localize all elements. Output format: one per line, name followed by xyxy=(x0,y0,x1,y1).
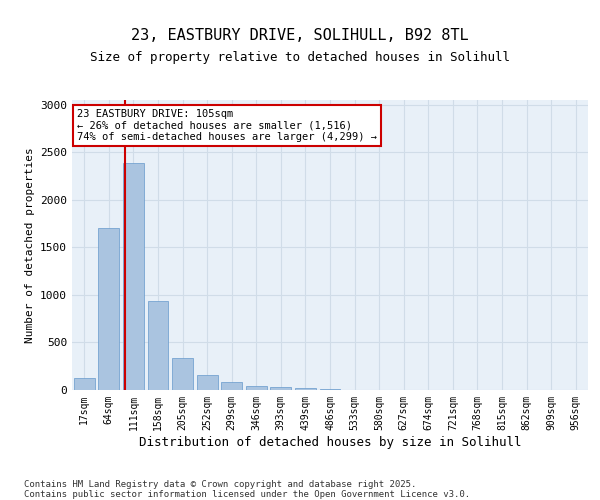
Bar xyxy=(246,386,267,390)
Bar xyxy=(123,163,144,390)
Y-axis label: Number of detached properties: Number of detached properties xyxy=(25,147,35,343)
Bar xyxy=(320,388,340,390)
Bar xyxy=(271,386,292,390)
Bar xyxy=(295,388,316,390)
Bar xyxy=(197,376,218,390)
Text: 23 EASTBURY DRIVE: 105sqm
← 26% of detached houses are smaller (1,516)
74% of se: 23 EASTBURY DRIVE: 105sqm ← 26% of detac… xyxy=(77,108,377,142)
Bar xyxy=(221,382,242,390)
Bar xyxy=(172,358,193,390)
Bar xyxy=(148,300,169,390)
Bar xyxy=(74,378,95,390)
Bar xyxy=(98,228,119,390)
X-axis label: Distribution of detached houses by size in Solihull: Distribution of detached houses by size … xyxy=(139,436,521,448)
Text: 23, EASTBURY DRIVE, SOLIHULL, B92 8TL: 23, EASTBURY DRIVE, SOLIHULL, B92 8TL xyxy=(131,28,469,42)
Text: Size of property relative to detached houses in Solihull: Size of property relative to detached ho… xyxy=(90,51,510,64)
Text: Contains HM Land Registry data © Crown copyright and database right 2025.
Contai: Contains HM Land Registry data © Crown c… xyxy=(24,480,470,500)
